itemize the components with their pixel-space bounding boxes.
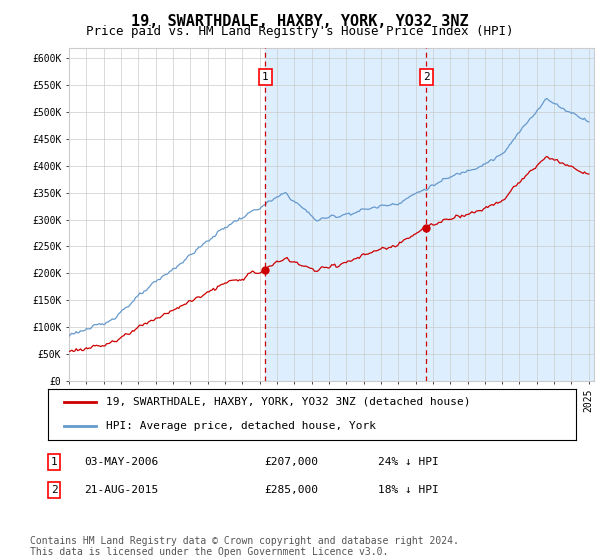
Bar	[265, 48, 427, 381]
Text: Price paid vs. HM Land Registry's House Price Index (HPI): Price paid vs. HM Land Registry's House …	[86, 25, 514, 38]
Text: 19, SWARTHDALE, HAXBY, YORK, YO32 3NZ: 19, SWARTHDALE, HAXBY, YORK, YO32 3NZ	[131, 14, 469, 29]
Text: 24% ↓ HPI: 24% ↓ HPI	[378, 457, 439, 467]
Text: £207,000: £207,000	[264, 457, 318, 467]
Text: 19, SWARTHDALE, HAXBY, YORK, YO32 3NZ (detached house): 19, SWARTHDALE, HAXBY, YORK, YO32 3NZ (d…	[106, 397, 470, 407]
Bar	[427, 48, 594, 381]
Text: 21-AUG-2015: 21-AUG-2015	[84, 485, 158, 495]
Text: 1: 1	[50, 457, 58, 467]
Text: 2: 2	[423, 72, 430, 82]
Text: Contains HM Land Registry data © Crown copyright and database right 2024.
This d: Contains HM Land Registry data © Crown c…	[30, 535, 459, 557]
Text: 18% ↓ HPI: 18% ↓ HPI	[378, 485, 439, 495]
Text: 2: 2	[50, 485, 58, 495]
Text: HPI: Average price, detached house, York: HPI: Average price, detached house, York	[106, 421, 376, 431]
Text: £285,000: £285,000	[264, 485, 318, 495]
Text: 1: 1	[262, 72, 269, 82]
Text: 03-MAY-2006: 03-MAY-2006	[84, 457, 158, 467]
